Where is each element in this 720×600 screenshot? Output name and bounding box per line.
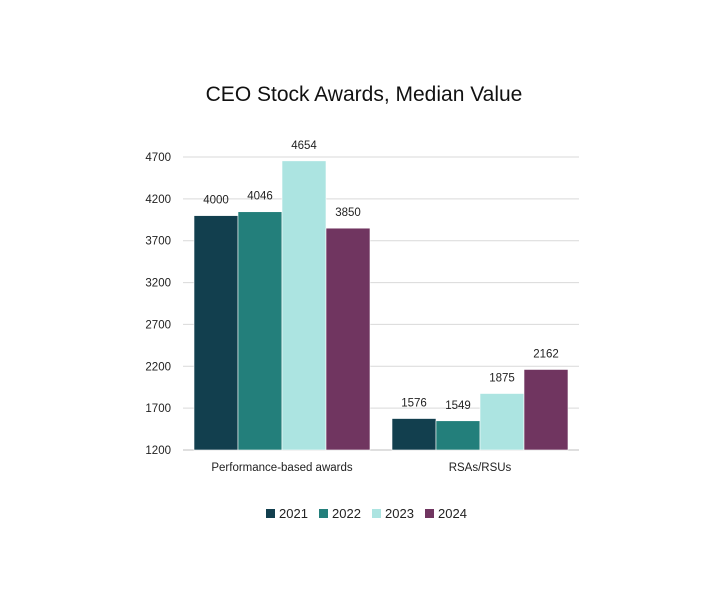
legend-swatch <box>319 509 328 518</box>
bar-2021-rsas-rsus <box>391 418 437 451</box>
y-tick-label: 1700 <box>145 403 171 415</box>
bar-2023-performance-based <box>281 160 327 451</box>
y-tick-label: 4700 <box>145 152 171 164</box>
data-label: 1576 <box>401 398 427 410</box>
y-tick-label: 4200 <box>145 194 171 206</box>
legend: 2021 2022 2023 2024 <box>266 506 467 521</box>
bar-2022-rsas-rsus <box>435 420 481 451</box>
legend-item-2022: 2022 <box>319 506 361 521</box>
y-axis-ticks: 1200 1700 2200 2700 3200 3700 4200 4700 <box>145 152 171 457</box>
data-label: 4000 <box>203 195 229 207</box>
data-label: 1549 <box>445 400 471 412</box>
legend-swatch <box>372 509 381 518</box>
bar-2024-performance-based <box>325 227 371 451</box>
data-label: 4654 <box>291 140 317 152</box>
legend-item-2024: 2024 <box>425 506 467 521</box>
bar-2021-performance-based <box>193 215 239 451</box>
data-label: 4046 <box>247 191 273 203</box>
legend-item-2023: 2023 <box>372 506 414 521</box>
y-tick-label: 3200 <box>145 278 171 290</box>
category-label: Performance-based awards <box>211 462 353 474</box>
legend-swatch <box>425 509 434 518</box>
x-axis-categories: Performance-based awards RSAs/RSUs <box>211 462 511 474</box>
data-label: 1875 <box>489 372 515 384</box>
y-tick-label: 2200 <box>145 361 171 373</box>
category-label: RSAs/RSUs <box>449 462 512 474</box>
chart-title: CEO Stock Awards, Median Value <box>206 83 523 106</box>
legend-label: 2022 <box>332 506 361 521</box>
data-label: 3850 <box>335 207 361 219</box>
data-labels: 4000 4046 4654 3850 1576 1549 1875 2162 <box>203 140 559 412</box>
legend-item-2021: 2021 <box>266 506 308 521</box>
y-tick-label: 1200 <box>145 445 171 457</box>
legend-label: 2023 <box>385 506 414 521</box>
legend-label: 2024 <box>438 506 467 521</box>
bars <box>193 160 569 451</box>
legend-swatch <box>266 509 275 518</box>
bar-2023-rsas-rsus <box>479 393 525 451</box>
legend-label: 2021 <box>279 506 308 521</box>
y-tick-label: 3700 <box>145 236 171 248</box>
data-label: 2162 <box>533 348 559 360</box>
bar-2022-performance-based <box>237 211 283 451</box>
y-tick-label: 2700 <box>145 319 171 331</box>
bar-2024-rsas-rsus <box>523 369 569 451</box>
